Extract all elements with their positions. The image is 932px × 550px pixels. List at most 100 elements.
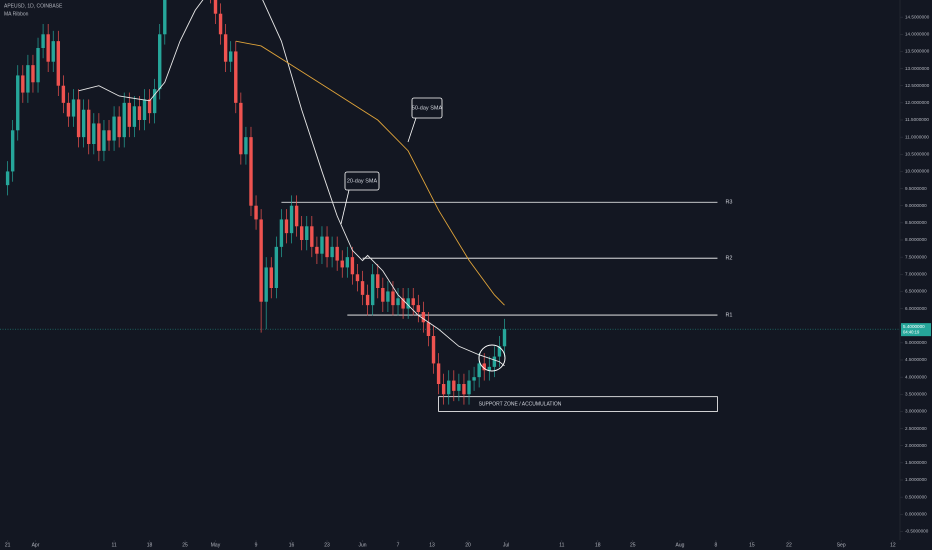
candle-body	[97, 123, 101, 151]
price-tag-label: 5.4000000	[903, 324, 925, 329]
callout-pointer	[407, 117, 417, 143]
y-tick-label: 12.0000000	[905, 100, 930, 105]
candle-body	[391, 291, 395, 306]
y-tick-label: 7.0000000	[905, 272, 927, 277]
x-tick-label: 22	[786, 542, 792, 548]
y-tick-label: 8.0000000	[905, 237, 927, 242]
candle-body	[142, 99, 147, 120]
candle-body	[431, 336, 436, 364]
candle-body	[360, 281, 365, 295]
candle-body	[310, 226, 314, 247]
candle-body	[406, 298, 410, 309]
x-tick-label: 9	[255, 542, 258, 548]
candle-body	[122, 102, 126, 138]
candle-body	[132, 106, 137, 127]
candle-body	[457, 384, 461, 391]
plot-area	[0, 0, 900, 412]
callout-label: 20-day SMA	[347, 178, 378, 184]
y-tick-label: 11.0000000	[905, 134, 929, 139]
candle-body	[497, 346, 502, 357]
candle-body	[376, 274, 380, 288]
candle-body	[234, 51, 238, 103]
callout-pointer	[340, 189, 350, 225]
candle-body	[36, 48, 40, 83]
x-tick-label: 16	[289, 542, 295, 548]
candle-body	[502, 329, 507, 347]
candle-body	[315, 246, 319, 254]
y-tick-label: 1.5000000	[905, 460, 927, 465]
candle-body	[264, 267, 268, 302]
x-tick-label: 18	[147, 542, 153, 548]
candle-body	[61, 85, 66, 103]
candle-body	[21, 75, 25, 93]
x-tick-label: 12	[890, 542, 896, 548]
candle-body	[16, 75, 20, 131]
candle-body	[66, 102, 71, 117]
y-tick-label: 10.5000000	[905, 152, 930, 157]
x-tick-label: 13	[429, 542, 435, 548]
y-tick-label: 9.0000000	[905, 203, 927, 208]
candle-body	[26, 65, 30, 93]
candle-body	[51, 41, 55, 62]
candle-body	[492, 356, 497, 367]
resistance-label: R1	[725, 313, 732, 319]
x-tick-label: 15	[749, 542, 755, 548]
resistance-label: R2	[725, 256, 732, 262]
candle-body	[472, 377, 476, 381]
y-tick-label: 7.5000000	[905, 254, 927, 259]
candle-body	[386, 291, 390, 302]
candle-body	[81, 109, 86, 138]
candle-body	[411, 298, 415, 306]
candle-body	[355, 274, 360, 282]
highlight-circle	[478, 344, 506, 372]
candle-body	[117, 116, 121, 138]
candle-body	[76, 99, 81, 138]
y-tick-label: 3.0000000	[905, 409, 927, 414]
candle-body	[330, 246, 334, 258]
y-tick-label: 14.0000000	[905, 32, 930, 37]
candle-body	[274, 246, 279, 288]
candle-body	[92, 123, 96, 144]
callout-box	[411, 97, 443, 119]
y-tick-label: 13.0000000	[905, 66, 930, 71]
resistance-label: R3	[725, 200, 732, 206]
candle-body	[482, 363, 486, 371]
candle-body	[259, 219, 263, 302]
candle-body	[421, 312, 426, 323]
candle-body	[269, 267, 273, 288]
candle-body	[10, 130, 15, 172]
candle-body	[340, 260, 344, 268]
y-tick-label: 14.5000000	[905, 14, 930, 19]
countdown-label: 04:40:19	[903, 329, 920, 334]
candle-body	[71, 99, 76, 117]
candle-body	[477, 363, 481, 378]
y-tick-label: 2.5000000	[905, 426, 927, 431]
x-tick-label: 8	[715, 542, 718, 548]
y-tick-label: 4.5000000	[905, 357, 927, 362]
callout-box	[344, 171, 380, 191]
candle-body	[289, 205, 294, 234]
candle-body	[447, 380, 451, 395]
candle-body	[249, 137, 253, 206]
candle-body	[213, 0, 218, 14]
candle-body	[244, 137, 248, 155]
candle-body	[284, 219, 289, 234]
candle-body	[31, 65, 35, 83]
candle-body	[137, 106, 142, 120]
candle-body	[441, 384, 446, 395]
indicator-name: MA Ribbon	[4, 11, 29, 17]
y-tick-label: 11.5000000	[905, 117, 929, 122]
x-tick-label: Jul	[503, 542, 509, 548]
x-tick-label: 11	[559, 542, 564, 548]
candle-body	[365, 294, 370, 306]
x-tick-label: 20	[465, 542, 471, 548]
candle-body	[147, 99, 152, 114]
candle-body	[279, 219, 284, 247]
candle-body	[223, 34, 228, 62]
candle-body	[239, 102, 243, 155]
candle-body	[5, 171, 10, 186]
candle-body	[87, 109, 91, 144]
x-tick-label: 25	[630, 542, 636, 548]
